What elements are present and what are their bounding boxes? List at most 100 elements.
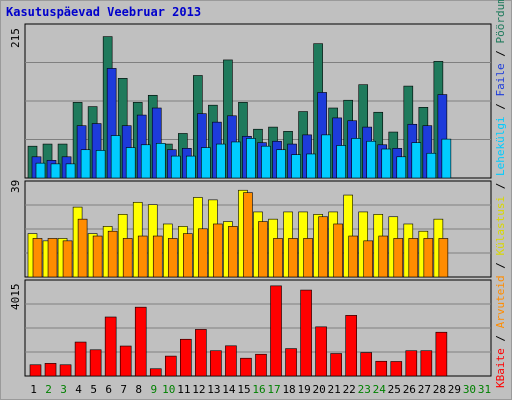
bar-kbaite-day-23 <box>360 352 373 377</box>
bar-lehekülgi-day-6 <box>110 135 121 179</box>
bar-kbaite-day-14 <box>225 345 237 377</box>
x-axis-day-label: 25 <box>388 383 401 396</box>
bar-lehekülgi-day-22 <box>351 138 361 179</box>
x-axis-day-label: 1 <box>30 383 37 396</box>
bar-lehekülgi-day-9 <box>155 143 166 179</box>
bar-lehekülgi-day-17 <box>276 149 286 179</box>
x-axis-day-label: 13 <box>207 383 220 396</box>
x-axis-day-label: 26 <box>403 383 416 396</box>
bar-arvuteid-day-9 <box>152 235 163 278</box>
bar-arvuteid-day-4 <box>77 218 88 278</box>
bar-kbaite-day-22 <box>345 315 357 377</box>
x-axis-day-label: 8 <box>135 383 142 396</box>
bar-lehekülgi-day-27 <box>426 152 437 179</box>
bar-kbaite-day-25 <box>390 361 403 377</box>
x-axis-day-label: 17 <box>267 383 280 396</box>
bar-kbaite-day-1 <box>29 364 42 377</box>
bar-kbaite-day-8 <box>134 306 147 377</box>
bar-kbaite-day-12 <box>195 329 207 377</box>
bar-lehekülgi-day-10 <box>170 155 181 179</box>
bar-kbaite-day-18 <box>285 348 297 377</box>
chart-title: Kasutuspäevad Veebruar 2013 <box>6 5 202 19</box>
x-axis-day-label: 12 <box>192 383 205 396</box>
bar-lehekülgi-day-1 <box>35 162 46 179</box>
bar-arvuteid-day-19 <box>303 238 313 278</box>
bar-kbaite-day-26 <box>405 350 418 377</box>
bar-kbaite-day-13 <box>210 350 222 377</box>
x-axis-day-label: 30 <box>463 383 476 396</box>
bar-arvuteid-day-23 <box>363 240 374 278</box>
bar-lehekülgi-day-11 <box>186 155 196 179</box>
bar-kbaite-day-20 <box>315 326 327 377</box>
bar-arvuteid-day-1 <box>32 238 43 278</box>
x-axis-day-label: 28 <box>433 383 446 396</box>
bar-kbaite-day-24 <box>375 360 388 377</box>
bar-lehekülgi-day-25 <box>396 156 407 179</box>
bar-arvuteid-day-15 <box>243 192 253 278</box>
bar-kbaite-day-2 <box>44 363 57 377</box>
bar-arvuteid-day-21 <box>333 223 343 278</box>
bar-arvuteid-day-3 <box>62 240 73 278</box>
bar-lehekülgi-day-16 <box>261 145 271 179</box>
x-axis-day-label: 29 <box>448 383 461 396</box>
bar-arvuteid-day-22 <box>348 235 358 278</box>
bar-arvuteid-day-13 <box>213 223 223 278</box>
bar-lehekülgi-day-21 <box>336 145 346 179</box>
bar-kbaite-day-4 <box>74 341 87 377</box>
x-axis-day-label: 7 <box>120 383 127 396</box>
bar-kbaite-day-28 <box>435 331 448 377</box>
bar-arvuteid-day-20 <box>318 216 328 278</box>
bar-lehekülgi-day-4 <box>80 149 91 179</box>
bar-arvuteid-day-27 <box>423 238 434 278</box>
bar-arvuteid-day-5 <box>92 235 103 278</box>
bar-lehekülgi-day-5 <box>95 150 106 179</box>
bar-arvuteid-day-16 <box>258 221 268 278</box>
x-axis-day-label: 15 <box>237 383 250 396</box>
x-axis-day-label: 31 <box>478 383 491 396</box>
bar-kbaite-day-3 <box>59 364 72 377</box>
bar-kbaite-day-7 <box>119 345 132 377</box>
x-axis-day-label: 9 <box>150 383 157 396</box>
bar-arvuteid-day-25 <box>393 238 404 278</box>
bar-lehekülgi-day-28 <box>441 138 452 179</box>
bar-kbaite-day-21 <box>330 353 342 377</box>
x-axis-day-label: 3 <box>60 383 67 396</box>
bar-lehekülgi-day-2 <box>50 163 61 179</box>
bar-lehekülgi-day-15 <box>246 138 256 179</box>
bar-arvuteid-day-14 <box>228 226 238 278</box>
bar-lehekülgi-day-20 <box>321 134 331 179</box>
bar-arvuteid-day-26 <box>408 238 419 278</box>
bar-kbaite-day-10 <box>164 355 177 377</box>
bar-kbaite-day-15 <box>240 357 252 377</box>
bar-arvuteid-day-18 <box>288 238 298 278</box>
x-axis-day-label: 11 <box>177 383 190 396</box>
bar-kbaite-day-9 <box>149 368 162 377</box>
x-axis-day-label: 27 <box>418 383 431 396</box>
bar-arvuteid-day-17 <box>273 238 283 278</box>
bar-kbaite-day-17 <box>270 285 282 377</box>
x-axis-day-label: 16 <box>252 383 265 396</box>
x-axis-day-label: 4 <box>75 383 82 396</box>
bar-arvuteid-day-28 <box>438 238 449 278</box>
bar-arvuteid-day-11 <box>183 233 193 278</box>
bar-lehekülgi-day-8 <box>140 144 151 179</box>
bar-lehekülgi-day-23 <box>366 140 377 179</box>
bar-lehekülgi-day-26 <box>411 142 422 179</box>
x-axis-day-label: 21 <box>328 383 341 396</box>
bar-kbaite-day-19 <box>300 289 312 377</box>
bar-kbaite-day-27 <box>420 350 433 377</box>
bar-lehekülgi-day-7 <box>125 147 136 179</box>
bar-lehekülgi-day-13 <box>216 143 226 179</box>
x-axis-day-label: 5 <box>90 383 97 396</box>
bar-lehekülgi-day-18 <box>291 154 301 179</box>
x-axis-day-label: 22 <box>343 383 356 396</box>
bar-kbaite-day-5 <box>89 349 102 377</box>
bar-lehekülgi-day-12 <box>201 147 211 179</box>
bar-arvuteid-day-6 <box>107 230 118 278</box>
bar-arvuteid-day-7 <box>122 238 133 278</box>
bar-lehekülgi-day-14 <box>231 141 241 179</box>
bar-arvuteid-day-10 <box>167 238 178 278</box>
bar-arvuteid-day-2 <box>47 238 58 278</box>
x-axis-day-label: 6 <box>105 383 112 396</box>
